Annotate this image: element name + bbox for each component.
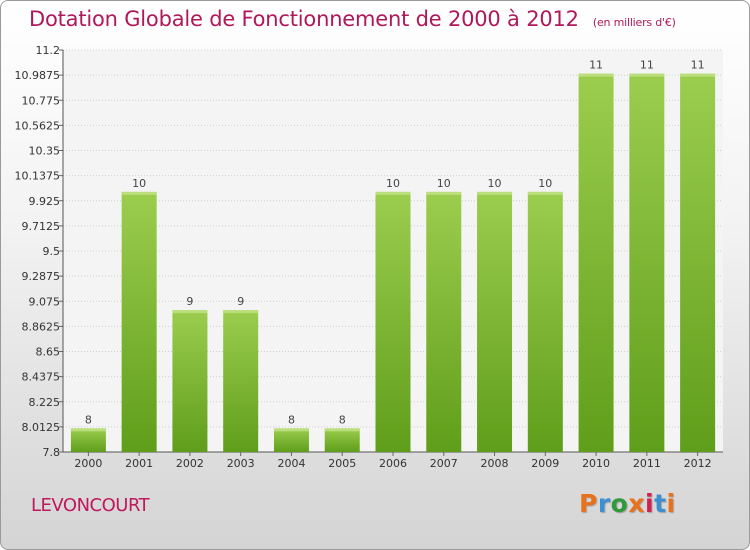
- y-tick-label: 10.1375: [15, 170, 61, 183]
- y-tick-label: 10.35: [29, 145, 61, 158]
- brand-letter: x: [628, 489, 645, 518]
- brand-letter: t: [654, 489, 667, 518]
- bar-2012: [680, 73, 716, 452]
- brand-letter: i: [645, 489, 655, 518]
- data-label-2010: 11: [589, 59, 603, 72]
- bar-highlight-2005: [324, 428, 360, 432]
- chart-title-text: Dotation Globale de Fonctionnement de 20…: [29, 7, 579, 31]
- bar-highlight-2012: [680, 73, 716, 77]
- y-tick-label: 8.65: [36, 346, 61, 359]
- x-tick-label-2007: 2007: [430, 457, 458, 470]
- location-name: LEVONCOURT: [31, 495, 150, 516]
- y-tick-label: 9.5: [43, 245, 61, 258]
- bar-2004: [273, 428, 309, 452]
- x-tick-label-2012: 2012: [684, 457, 712, 470]
- x-tick-label-2001: 2001: [125, 457, 153, 470]
- bar-2011: [629, 73, 665, 452]
- bar-highlight-2008: [477, 191, 513, 195]
- y-tick-label: 10.9875: [15, 69, 61, 82]
- bar-2003: [223, 310, 259, 452]
- labels: 7.8 8.0125 8.225 8.4375 8.65 8.8625 9.075 9.287…: [15, 44, 712, 470]
- x-tick-label-2000: 2000: [74, 457, 102, 470]
- bar-2005: [324, 428, 360, 452]
- bar-2007: [426, 191, 462, 452]
- x-tick-label-2011: 2011: [633, 457, 661, 470]
- x-tick-label-2010: 2010: [582, 457, 610, 470]
- data-label-2006: 10: [386, 177, 400, 190]
- bar-highlight-2006: [375, 191, 411, 195]
- bar-highlight-2009: [527, 191, 563, 195]
- data-label-2004: 8: [288, 413, 295, 426]
- bars: [70, 73, 716, 452]
- bar-highlight-2000: [70, 428, 106, 432]
- bar-2009: [527, 191, 563, 452]
- chart-unit: (en milliers d'€): [592, 16, 676, 29]
- bar-highlight-2003: [223, 310, 259, 314]
- bar-highlight-2007: [426, 191, 462, 195]
- data-label-2007: 10: [437, 177, 451, 190]
- bar-2006: [375, 191, 411, 452]
- y-tick-label: 8.0125: [22, 421, 61, 434]
- brand-letter: r: [597, 489, 611, 518]
- y-tick-label: 9.075: [29, 295, 61, 308]
- bar-2002: [172, 310, 208, 452]
- x-tick-label-2008: 2008: [481, 457, 509, 470]
- y-tick-label: 8.8625: [22, 320, 61, 333]
- x-tick-label-2005: 2005: [328, 457, 356, 470]
- x-tick-label-2002: 2002: [176, 457, 204, 470]
- x-tick-label-2003: 2003: [227, 457, 255, 470]
- y-tick-label: 10.5625: [15, 119, 61, 132]
- y-tick-label: 8.4375: [22, 371, 61, 384]
- y-tick-label: 8.225: [29, 396, 61, 409]
- data-label-2003: 9: [237, 295, 244, 308]
- data-label-2011: 11: [640, 59, 654, 72]
- data-label-2012: 11: [691, 59, 705, 72]
- y-tick-label: 10.775: [22, 94, 61, 107]
- bar-2000: [70, 428, 106, 452]
- bar-highlight-2010: [578, 73, 614, 77]
- chart-title: Dotation Globale de Fonctionnement de 20…: [29, 7, 676, 31]
- bar-highlight-2011: [629, 73, 665, 77]
- brand-letter: P: [579, 489, 598, 518]
- x-tick-label-2004: 2004: [277, 457, 305, 470]
- bar-highlight-2004: [273, 428, 309, 432]
- data-label-2001: 10: [132, 177, 146, 190]
- bar-2008: [477, 191, 513, 452]
- y-tick-label: 9.2875: [22, 270, 61, 283]
- data-label-2000: 8: [85, 413, 92, 426]
- brand-letter: o: [610, 489, 629, 518]
- data-label-2009: 10: [538, 177, 552, 190]
- y-tick-label: 9.925: [29, 195, 61, 208]
- bar-2010: [578, 73, 614, 452]
- y-tick-label: 9.7125: [22, 220, 61, 233]
- y-tick-label: 11.2: [36, 44, 61, 57]
- bar-highlight-2001: [121, 191, 157, 195]
- data-label-2005: 8: [339, 413, 346, 426]
- data-label-2002: 9: [186, 295, 193, 308]
- bar-2001: [121, 191, 157, 452]
- brand-letter: i: [666, 489, 676, 518]
- y-tick-label: 7.8: [43, 446, 61, 459]
- x-tick-label-2006: 2006: [379, 457, 407, 470]
- bar-highlight-2002: [172, 310, 208, 314]
- x-tick-label-2009: 2009: [531, 457, 559, 470]
- brand-logo: Proxiti: [579, 489, 676, 518]
- data-label-2008: 10: [488, 177, 502, 190]
